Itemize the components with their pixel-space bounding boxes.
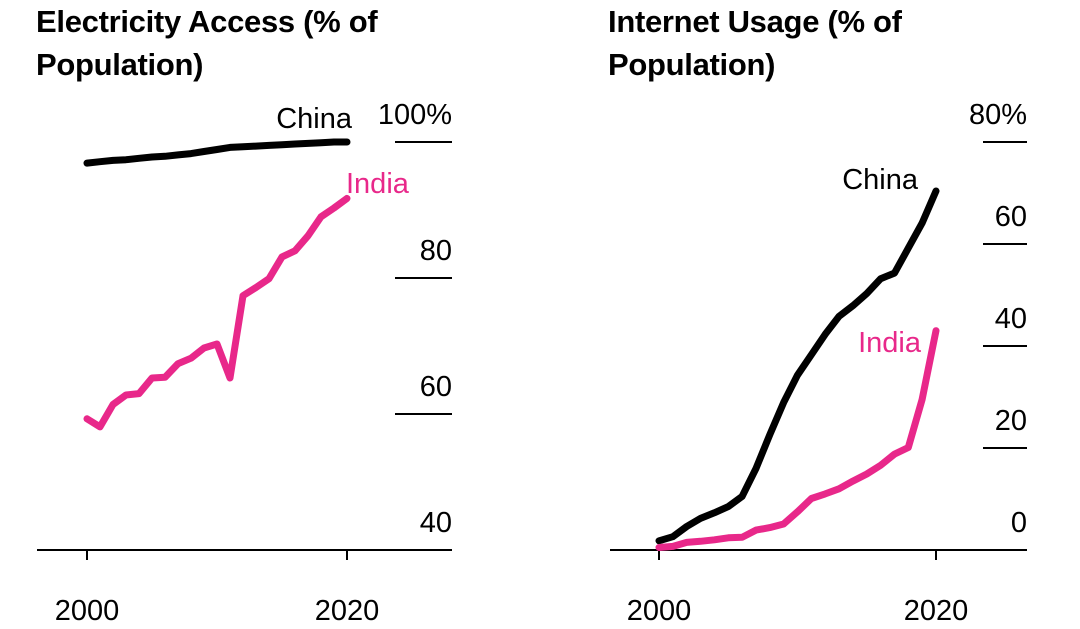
chart2-series-line-india <box>655 327 940 551</box>
chart1-series-label-india: India <box>346 168 410 200</box>
chart1-y-tick-label-100: 100% <box>378 99 452 131</box>
chart1-y-tick-label-40: 40 <box>420 507 452 539</box>
chart1-x-tick-label-2000: 2000 <box>55 595 120 627</box>
chart2-x-tick-label-2000: 2000 <box>627 595 692 627</box>
chart2-series-label-china: China <box>842 164 919 196</box>
chart2-y-tick-label-80: 80% <box>969 99 1027 131</box>
chart1-title-line2: Population) <box>36 47 204 82</box>
chart2-series-line-china <box>655 187 940 545</box>
chart1-y-tick-label-80: 80 <box>420 235 452 267</box>
chart1-y-tick-label-60: 60 <box>420 371 452 403</box>
chart1-title: Electricity Access (% of Population) <box>36 0 378 86</box>
chart1-series-label-china: China <box>276 103 353 135</box>
chart1-x-tick-label-2020: 2020 <box>315 595 380 627</box>
chart2-title-line1: Internet Usage (% of <box>608 4 902 39</box>
chart1-plot: 2000 2020 40 60 80 100% China India <box>37 99 452 627</box>
chart1-series-line-china <box>83 138 351 167</box>
chart2-y-tick-label-0: 0 <box>1011 507 1027 539</box>
chart2-series-label-india: India <box>858 327 922 359</box>
chart2-y-tick-label-20: 20 <box>995 405 1027 437</box>
chart2-title: Internet Usage (% of Population) <box>608 0 902 86</box>
chart2-title-line2: Population) <box>608 47 776 82</box>
chart1-series-line-india <box>83 194 351 431</box>
chart2-plot: 2000 2020 0 20 40 60 80% China India <box>610 99 1027 627</box>
chart2-y-tick-label-40: 40 <box>995 303 1027 335</box>
chart1-title-line1: Electricity Access (% of <box>36 4 378 39</box>
chart2-x-tick-label-2020: 2020 <box>904 595 969 627</box>
chart2-y-tick-label-60: 60 <box>995 201 1027 233</box>
